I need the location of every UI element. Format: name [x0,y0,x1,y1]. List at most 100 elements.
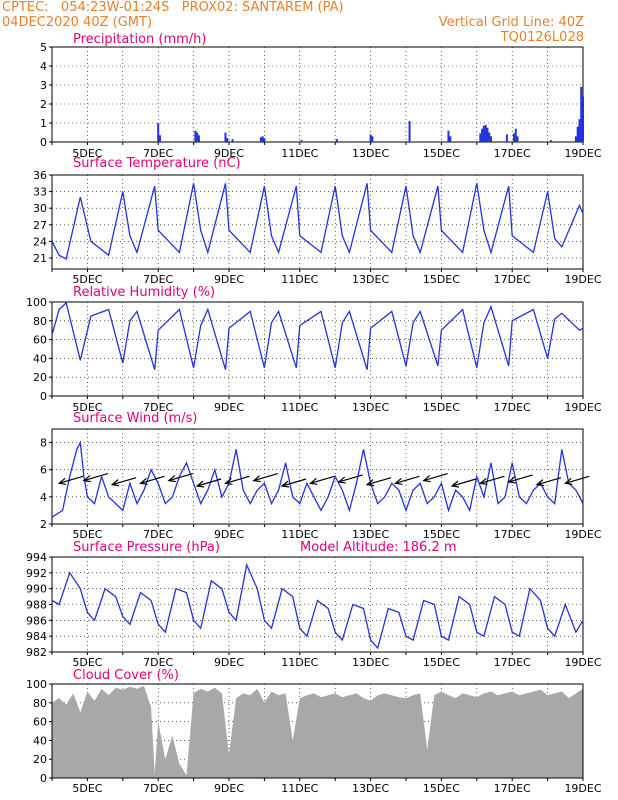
precip-bar [197,135,200,142]
wind-date-label: 17DEC [494,528,531,541]
temp-date-label: 5DEC [72,273,102,286]
wind-arrow-head [450,480,460,488]
wind-arrow-head [393,477,403,485]
wind-date-label: 5DEC [72,528,102,541]
wind-arrow-head [422,475,431,483]
precip-bar [582,96,584,142]
rh-title: Relative Humidity (%) [73,285,215,300]
wind-arrow-head [535,479,545,487]
wind-arrow [507,474,533,484]
wind-arrow-head [110,479,120,487]
header-grid-note: Vertical Grid Line: 40Z [438,15,584,30]
wind-title: Surface Wind (m/s) [73,411,197,426]
wind-date-label: 15DEC [423,528,460,541]
wind-arrow-shaft [225,475,250,484]
wind-arrow-shaft [253,472,278,482]
press-date-label: 5DEC [72,656,102,669]
header-station: CPTEC: 054:23W-01:24S PROX02: SANTAREM (… [2,0,344,15]
temp-ytick-label: 24 [33,235,47,248]
precip-bar [481,128,484,142]
wind-arrow-shaft [196,478,222,487]
wind-arrow-head [507,476,516,484]
precip-ytick-label: 4 [40,60,47,73]
press-series-line [51,562,584,650]
precip-bar [482,125,485,142]
precip-bar [157,123,160,142]
press-ytick-label: 988 [26,599,47,612]
rh-date-label: 17DEC [494,401,531,414]
rh-ytick-label: 20 [33,371,47,384]
precip-bar [231,139,234,142]
wind-arrow [393,475,420,485]
precip-date-label: 9DEC [214,147,244,160]
precip-bar [489,136,492,142]
press-ytick-label: 986 [26,614,47,627]
wind-ytick-label: 4 [40,491,47,504]
precip-date-label: 11DEC [281,147,318,160]
press-date-label: 7DEC [143,656,173,669]
precip-ytick-label: 1 [40,117,47,130]
cloud-date-label: 11DEC [281,782,318,795]
wind-arrow [252,472,278,483]
press-date-label: 17DEC [494,656,531,669]
wind-arrow-head [82,475,91,483]
wind-arrow [450,478,477,488]
cloud-date-label: 13DEC [352,782,389,795]
temp-ytick-label: 27 [33,219,47,232]
panel-press: 982 984 986 988 990 992 994 5DEC 7DEC 9DEC 11DEC 13… [26,540,602,669]
wind-arrow-shaft [508,474,533,483]
press-ytick-label: 984 [26,630,47,643]
rh-date-label: 13DEC [352,401,389,414]
cloud-date-label: 15DEC [423,782,460,795]
precip-bar [371,136,374,142]
wind-arrow-head [308,477,318,485]
temp-date-label: 7DEC [143,273,173,286]
precip-frame [51,46,584,143]
wind-arrow [337,474,363,484]
panel-precip: 0 1 2 3 4 5 5DEC 7DEC 9DEC 11DEC 13DEC 15DEC 17DEC 19… [40,32,602,160]
wind-arrow [224,475,250,485]
temp-ytick-label: 30 [33,202,47,215]
wind-arrow-shaft [338,474,363,483]
cloud-ytick-label: 60 [33,716,47,729]
cloud-date-label: 5DEC [72,782,102,795]
temp-date-label: 19DEC [564,273,601,286]
rh-ytick-label: 80 [33,315,47,328]
wind-arrow [82,472,109,483]
wind-arrow-shaft [58,475,84,484]
cloud-title: Cloud Cover (%) [73,668,179,683]
precip-ytick-label: 2 [40,98,47,111]
panel-rh: 0 20 40 60 80 100 5DEC 7DEC 9DEC 11DEC 13DEC 15DEC 1… [26,285,602,414]
wind-arrow [422,472,448,483]
wind-date-label: 11DEC [281,528,318,541]
press-date-label: 9DEC [214,656,244,669]
wind-arrow-head [280,480,290,488]
temp-ytick-label: 33 [33,186,47,199]
precip-bar [514,128,517,142]
precip-ytick-label: 0 [40,136,47,149]
precip-date-label: 5DEC [72,147,102,160]
temp-date-label: 11DEC [281,273,318,286]
precip-date-label: 15DEC [423,147,460,160]
precip-bar [578,119,581,142]
wind-arrow-head [224,477,233,485]
wind-arrow-head [252,475,261,483]
cloud-ytick-label: 80 [33,697,47,710]
cloud-date-label: 7DEC [143,782,173,795]
temp-date-label: 9DEC [214,273,244,286]
precip-date-label: 7DEC [143,147,173,160]
precip-date-label: 17DEC [494,147,531,160]
precip-bar [479,133,482,142]
precip-bar [486,127,489,142]
wind-arrow [478,475,505,485]
wind-arrow-shaft [112,477,137,486]
wind-date-label: 7DEC [143,528,173,541]
wind-arrow [57,475,84,485]
press-date-label: 19DEC [564,656,601,669]
wind-arrow-shaft [480,475,505,484]
rh-series-line [51,301,584,370]
precip-bar [335,139,338,142]
press-date-label: 13DEC [352,656,389,669]
press-ytick-label: 994 [26,551,47,564]
cloud-area [52,685,583,778]
